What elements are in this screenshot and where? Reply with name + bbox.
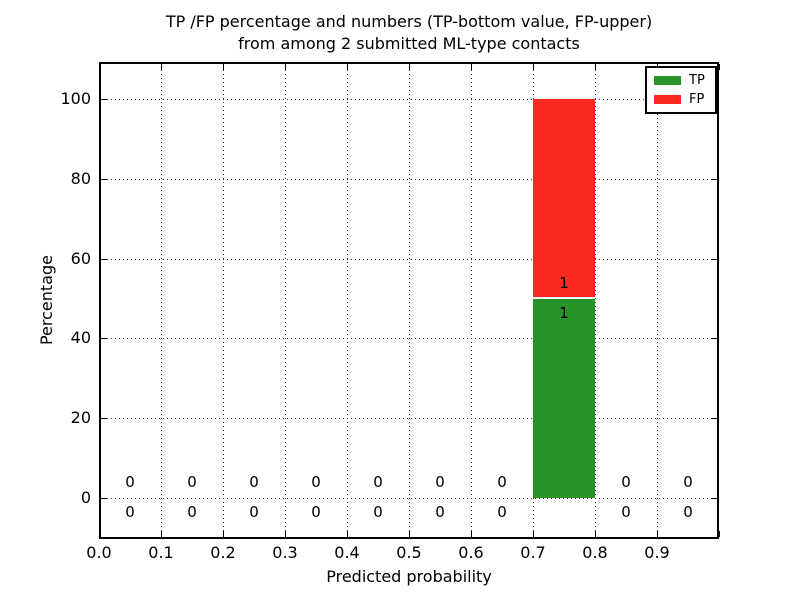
legend-row-tp: TP xyxy=(647,71,715,90)
y-tick-label: 0 xyxy=(80,488,91,507)
tp-count-label: 0 xyxy=(249,503,259,521)
y-tick-label: 100 xyxy=(60,89,91,108)
x-tick-label: 0.9 xyxy=(644,543,670,562)
x-tick-label: 0.7 xyxy=(520,543,546,562)
y-tick-mark-right xyxy=(711,178,717,180)
gridline-v xyxy=(161,62,162,539)
x-tick-mark-bottom xyxy=(718,531,720,537)
chart-title: TP /FP percentage and numbers (TP-bottom… xyxy=(99,11,719,55)
legend-row-fp: FP xyxy=(647,90,715,109)
x-tick-mark-top xyxy=(160,64,162,70)
x-tick-label: 0.0 xyxy=(86,543,112,562)
tp-count-label: 0 xyxy=(683,503,693,521)
x-tick-mark-top xyxy=(594,64,596,70)
legend-label-tp: TP xyxy=(689,73,705,88)
y-tick-label: 40 xyxy=(70,328,91,348)
plot-area: 0 0 0 0 0 0 0 0 0 0 0 0 0 0 1 1 0 0 0 0 TP FP xyxy=(98,62,720,539)
tp-count-label: 0 xyxy=(187,503,197,521)
legend: TP FP xyxy=(645,66,717,114)
x-tick-label: 0.2 xyxy=(210,543,236,562)
y-tick-mark-left xyxy=(101,99,107,100)
x-tick-mark-top xyxy=(284,64,286,70)
gridline-v xyxy=(409,62,410,539)
x-tick-mark-top xyxy=(470,64,472,70)
x-tick-mark-top xyxy=(222,64,224,70)
x-tick-label: 0.6 xyxy=(458,543,484,562)
fp-count-label: 1 xyxy=(559,273,569,292)
bottom-spine xyxy=(99,537,719,539)
fp-count-label: 0 xyxy=(187,473,197,491)
y-tick-mark-left xyxy=(101,178,107,180)
right-spine xyxy=(717,62,719,539)
gridline-v xyxy=(657,62,658,539)
y-tick-mark-left xyxy=(101,418,107,420)
tp-count-label: 1 xyxy=(559,303,569,322)
x-tick-label: 0.1 xyxy=(148,543,174,562)
gridline-v xyxy=(285,62,286,539)
y-tick-mark-right xyxy=(711,338,717,340)
x-tick-label: 0.3 xyxy=(272,543,298,562)
legend-swatch-fp xyxy=(654,95,681,104)
x-tick-mark-bottom xyxy=(532,531,534,537)
fp-count-label: 0 xyxy=(621,473,631,491)
x-tick-mark-bottom xyxy=(222,531,224,537)
top-spine xyxy=(99,62,719,64)
x-tick-mark-bottom xyxy=(408,531,410,537)
legend-swatch-tp xyxy=(654,76,681,85)
x-tick-label: 0.4 xyxy=(334,543,360,562)
fp-count-label: 0 xyxy=(435,473,445,491)
tp-count-label: 0 xyxy=(311,503,321,521)
gridline-v xyxy=(471,62,472,539)
x-tick-label: 0.8 xyxy=(582,543,608,562)
x-tick-mark-bottom xyxy=(346,531,348,537)
x-tick-mark-bottom xyxy=(470,531,472,537)
left-spine xyxy=(99,62,101,539)
y-tick-label: 60 xyxy=(70,248,91,268)
x-tick-mark-bottom xyxy=(160,531,162,537)
y-tick-mark-left xyxy=(101,338,107,340)
tp-count-label: 0 xyxy=(373,503,383,521)
y-tick-mark-left xyxy=(101,258,107,260)
y-tick-mark-right xyxy=(711,258,717,260)
gridline-v xyxy=(595,62,596,539)
bar-segment-tp xyxy=(533,298,595,498)
fp-count-label: 0 xyxy=(125,473,135,491)
gridline-v xyxy=(347,62,348,539)
y-tick-mark-right xyxy=(711,418,717,420)
x-tick-mark-top xyxy=(408,64,410,70)
tp-count-label: 0 xyxy=(125,503,135,521)
x-tick-mark-top xyxy=(532,64,534,70)
y-tick-label: 20 xyxy=(70,408,91,428)
fp-count-label: 0 xyxy=(373,473,383,491)
fp-count-label: 0 xyxy=(683,473,693,491)
gridline-v xyxy=(223,62,224,539)
fp-count-label: 0 xyxy=(249,473,259,491)
chart-title-line1: TP /FP percentage and numbers (TP-bottom… xyxy=(165,12,653,31)
tp-count-label: 0 xyxy=(497,503,507,521)
y-tick-mark-right xyxy=(711,498,717,499)
x-tick-mark-bottom xyxy=(594,531,596,537)
x-tick-mark-bottom xyxy=(284,531,286,537)
x-tick-mark-top xyxy=(346,64,348,70)
bar-segment-fp xyxy=(533,99,595,299)
y-tick-mark-left xyxy=(101,498,107,499)
x-tick-mark-top xyxy=(98,64,100,70)
fp-count-label: 0 xyxy=(311,473,321,491)
x-tick-mark-bottom xyxy=(98,531,100,537)
x-axis-label: Predicted probability xyxy=(326,567,492,586)
x-tick-mark-bottom xyxy=(656,531,658,537)
tp-count-label: 0 xyxy=(621,503,631,521)
x-tick-mark-top xyxy=(718,64,720,70)
fp-count-label: 0 xyxy=(497,473,507,491)
x-tick-label: 0.5 xyxy=(396,543,422,562)
tp-count-label: 0 xyxy=(435,503,445,521)
y-axis-label: Percentage xyxy=(37,255,56,346)
chart-title-line2: from among 2 submitted ML-type contacts xyxy=(238,34,580,53)
legend-label-fp: FP xyxy=(689,92,705,107)
y-tick-label: 80 xyxy=(70,168,91,188)
